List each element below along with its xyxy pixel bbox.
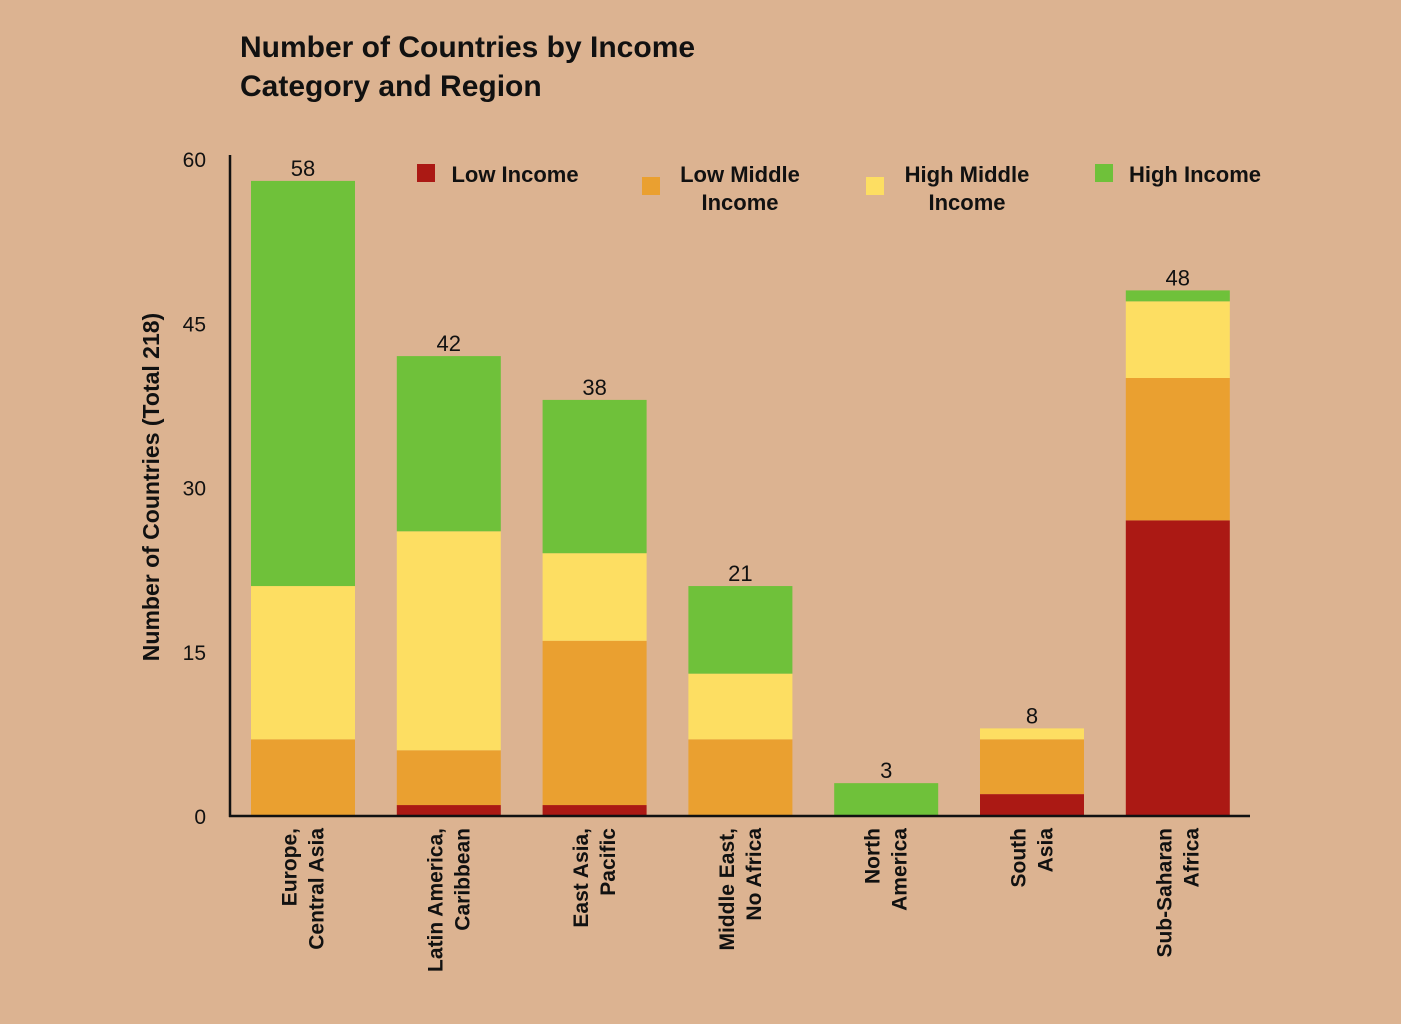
bars [251,180,1230,816]
category-label-line: North [862,828,885,884]
category-label-line: Sub-Saharan [1153,828,1176,958]
category-label: Sub-Saharan Africa [1153,828,1203,958]
bar-segment [542,553,647,641]
axes [228,155,1250,818]
legend: Low Income Low Middle Income High Middle Inc… [417,162,1261,215]
bar-segment [1125,301,1230,378]
category-label: South Asia [1008,828,1058,888]
legend-item: High Income [1095,162,1261,187]
category-label-line: Central Asia [306,828,329,950]
legend-item: High Middle Income [866,162,1029,215]
y-tick-label: 45 [183,313,206,336]
bar-segment [542,399,647,554]
bar-segment [396,356,501,532]
legend-item: Low Middle Income [642,162,800,215]
chart-title: Number of Countries by Income Category an… [240,31,695,103]
bar-segment [396,805,501,816]
legend-label: Income [928,190,1005,215]
bar-segment [980,728,1084,740]
legend-swatch [642,177,660,195]
bar-segment [688,673,793,740]
chart-title-line: Category and Region [240,70,542,103]
category-label-line: Middle East, [716,828,739,951]
bar-total-label: 8 [1026,703,1038,728]
legend-swatch [417,164,435,182]
category-label-line: Europe, [279,828,302,906]
bar-segment [1125,520,1230,816]
chart-title-line: Number of Countries by Income [240,31,695,64]
category-label-line: East Asia, [570,828,593,928]
category-label-line: Latin America, [424,828,447,972]
category-label: North America [862,828,912,911]
category-label-line: Africa [1180,828,1203,888]
bar-total-label: 42 [437,331,461,356]
bar-segment [688,586,793,674]
category-label-line: No Africa [743,828,766,921]
y-tick-label: 30 [183,478,206,501]
bar-total-label: 21 [728,561,752,586]
bar-segment [980,739,1084,795]
category-label-line: America [889,828,912,911]
bar-total-label: 3 [880,758,892,783]
y-tick-labels: 0 15 30 45 60 [183,149,206,829]
bar-total-label: 48 [1166,265,1190,290]
y-axis-title: Number of Countries (Total 218) [138,313,164,661]
y-tick-label: 0 [194,806,206,829]
bar-segment [1125,378,1230,521]
category-label: Latin America, Caribbean [424,828,474,972]
bar-segment [396,750,501,806]
category-label-line: Pacific [597,828,620,896]
category-label-line: Asia [1035,828,1058,873]
bar-segment [834,783,939,816]
legend-label: Income [701,190,778,215]
bar-segment [251,586,355,740]
category-label: East Asia, Pacific [570,828,620,928]
category-label-line: Caribbean [451,828,474,931]
bar-segment [542,805,647,816]
bar-segment [251,180,355,587]
bar-segment [688,739,793,816]
bar-total-label: 58 [291,156,315,181]
bar-segment [251,739,355,816]
bar-segment [980,794,1084,816]
category-labels: Europe, Central Asia Latin America, Caribbe… [279,828,1204,972]
category-label: Middle East, No Africa [716,828,766,951]
bar-segment [396,531,501,751]
bar-segment [1125,290,1230,302]
bar-total-label: 38 [582,375,606,400]
category-label: Europe, Central Asia [279,828,329,950]
legend-label: High Middle [905,162,1030,187]
legend-label: High Income [1129,162,1261,187]
legend-label: Low Income [451,162,578,187]
y-axis-label: Number of Countries (Total 218) [138,313,164,661]
y-tick-label: 15 [183,642,206,665]
legend-item: Low Income [417,162,579,187]
bar-segment [542,640,647,806]
y-tick-label: 60 [183,149,206,172]
legend-swatch [866,177,884,195]
category-label-line: South [1008,828,1031,887]
legend-swatch [1095,164,1113,182]
legend-label: Low Middle [680,162,800,187]
